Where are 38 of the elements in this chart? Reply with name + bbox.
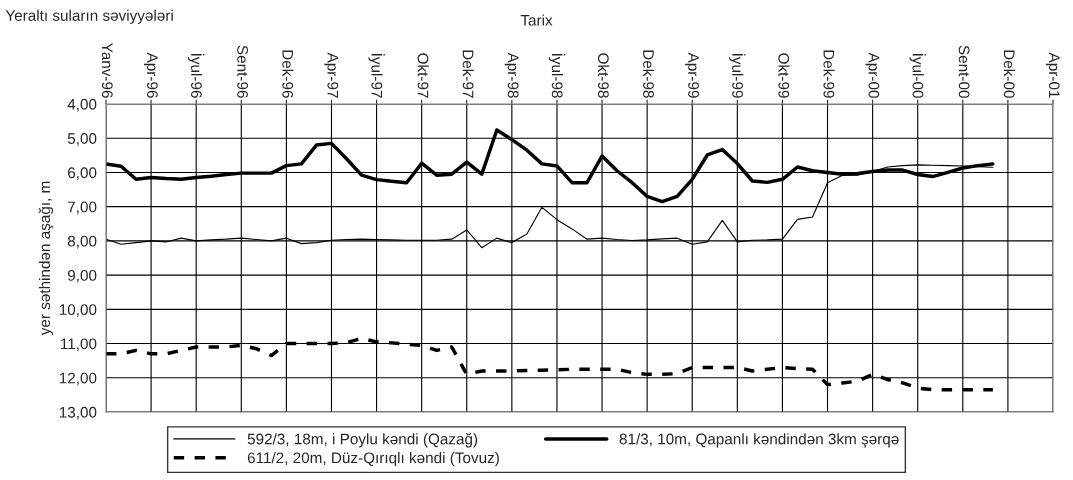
legend-label: 592/3, 18m, i Poylu kəndi (Qazağ) [247, 432, 478, 448]
x-tick-label: Apr-01 [1045, 52, 1060, 98]
x-tick-label: Dek-96 [282, 50, 294, 98]
y-tick-label: 8,00 [67, 235, 97, 249]
y-tick-label: 9,00 [67, 269, 97, 283]
x-tick-label: Apr-96 [143, 52, 158, 98]
x-tick-label: Sent-96 [237, 45, 248, 98]
y-tick-label: 7,00 [68, 201, 97, 215]
x-tick-label: İyul-98 [548, 54, 566, 98]
legend-label: 611/2, 20m, Düz-Qırıqlı kəndi (Tovuz) [247, 452, 499, 467]
x-tick-label: Apr-98 [504, 52, 519, 98]
x-tick-label: İyul-99 [729, 54, 746, 98]
y-tick-label: 11,00 [61, 338, 97, 352]
x-tick-label: Okt-98 [597, 53, 610, 98]
y-tick-label: 4,00 [67, 98, 97, 112]
x-tick-label: Apr-97 [324, 52, 339, 98]
x-tick-label: İyul-96 [188, 54, 205, 98]
x-axis-title: Tarix [520, 14, 553, 26]
x-tick-label: Dek-98 [643, 50, 655, 98]
x-tick-label: Apr-00 [865, 52, 880, 98]
y-tick-label: 13,00 [59, 406, 97, 420]
y-tick-label: 6,00 [68, 167, 97, 180]
x-tick-label: Okt-99 [778, 53, 790, 98]
legend-label: 81/3, 10m, Qapanlı kəndindən 3km şərqə [619, 433, 899, 448]
x-tick-label: Yanv-96 [101, 43, 113, 98]
x-tick-label: İyul-97 [368, 54, 385, 98]
x-tick-label: Okt-97 [417, 53, 429, 98]
y-tick-label: 10,00 [59, 304, 97, 317]
x-tick-label: İyul-00 [909, 54, 926, 98]
x-tick-label: Sent-00 [958, 45, 970, 98]
x-tick-label: Dek-97 [462, 50, 474, 98]
x-tick-label: Apr-99 [685, 52, 699, 98]
x-tick-label: Dek-99 [823, 50, 835, 98]
y-axis-title: yer səthindən aşağı, m [38, 181, 54, 336]
x-tick-label: Dek-00 [1003, 50, 1016, 98]
y-tick-label: 12,00 [59, 372, 97, 386]
y-tick-label: 5,00 [67, 133, 97, 146]
chart-title: Yeraltı suların səviyyələri [5, 9, 173, 24]
